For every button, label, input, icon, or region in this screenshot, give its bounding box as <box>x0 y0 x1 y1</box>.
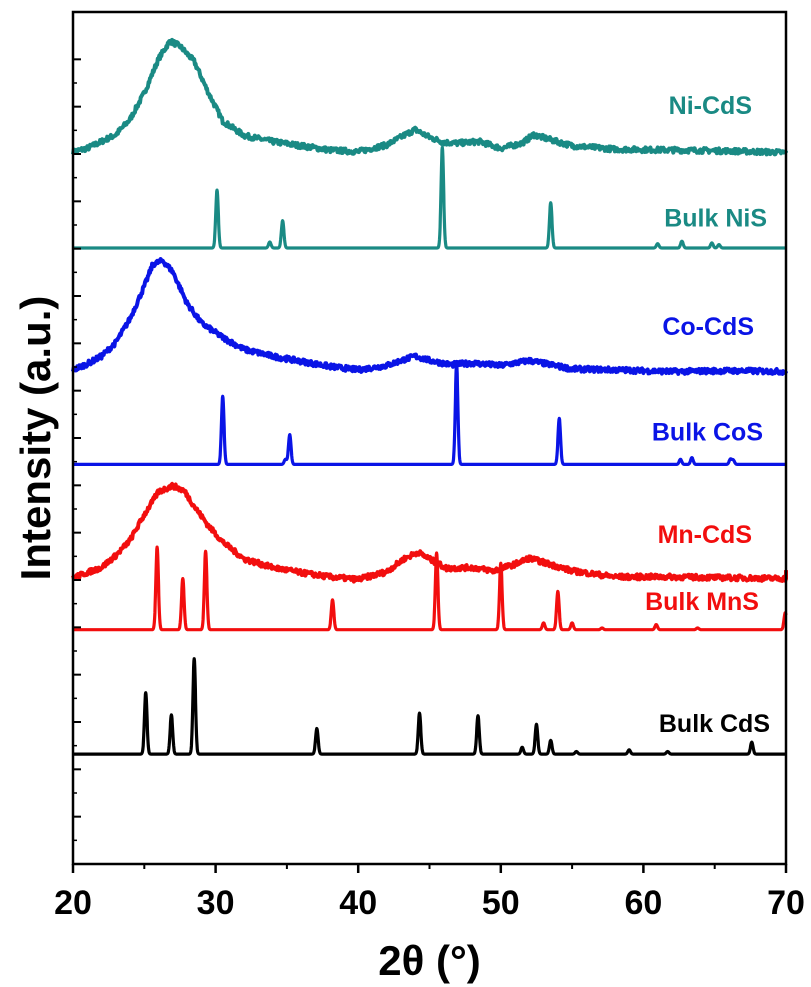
x-tick-label-20: 20 <box>54 884 92 922</box>
series-label-bulk-mns: Bulk MnS <box>645 588 759 616</box>
x-tick-label-40: 40 <box>339 884 377 922</box>
series-label-co-cds: Co-CdS <box>662 313 754 341</box>
x-tick-label-60: 60 <box>624 884 662 922</box>
series-label-ni-cds: Ni-CdS <box>669 92 752 120</box>
series-line-ni-cds <box>71 37 788 157</box>
series-line-bulk-nis <box>71 145 788 250</box>
x-axis-title: 2θ (°) <box>378 937 481 984</box>
series-label-bulk-cds: Bulk CdS <box>659 710 770 738</box>
x-tick-label-70: 70 <box>767 884 805 922</box>
tick-layer: 20 30 40 50 60 70 <box>54 58 805 922</box>
x-tick-label-30: 30 <box>197 884 235 922</box>
series-label-mn-cds: Mn-CdS <box>658 521 752 549</box>
x-tick-label-50: 50 <box>482 884 520 922</box>
y-axis-title: Intensity (a.u.) <box>12 296 59 581</box>
series-label-layer: Ni-CdS Bulk NiS Co-CdS Bulk CoS Mn-CdS Bulk M… <box>645 92 770 738</box>
series-line-co-cds <box>71 257 788 376</box>
series-layer <box>71 37 788 756</box>
series-line-bulk-cos <box>71 362 788 466</box>
series-label-bulk-cos: Bulk CoS <box>652 419 763 447</box>
series-line-bulk-mns <box>71 545 788 632</box>
series-line-mn-cds <box>71 481 788 584</box>
series-label-bulk-nis: Bulk NiS <box>664 205 767 233</box>
series-line-bulk-cds <box>71 657 788 756</box>
